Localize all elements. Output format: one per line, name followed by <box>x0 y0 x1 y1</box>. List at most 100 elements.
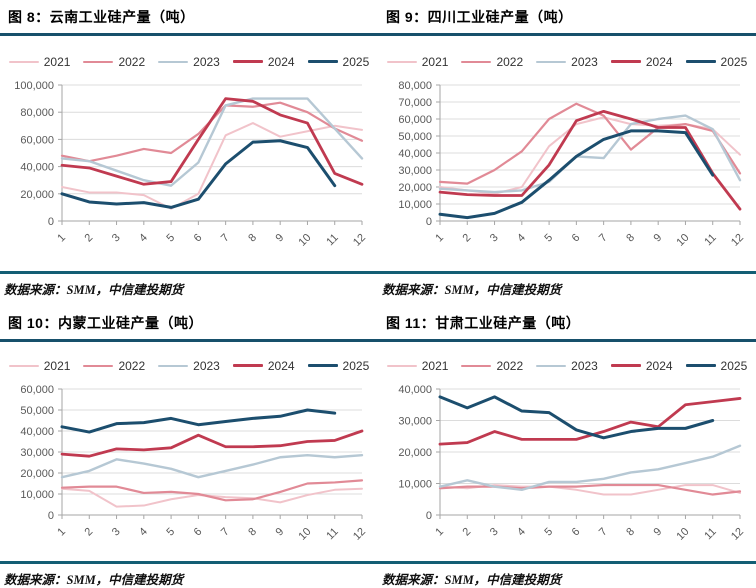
svg-text:80,000: 80,000 <box>398 80 432 92</box>
series-line-2025 <box>60 408 337 434</box>
svg-text:50,000: 50,000 <box>398 131 432 143</box>
series-line-2024 <box>60 97 364 186</box>
series-line-2023 <box>438 444 742 492</box>
legend-item-2021: 2021 <box>386 358 449 373</box>
svg-text:3: 3 <box>110 232 123 245</box>
figure-title: 图 10：内蒙工业硅产量（吨） <box>8 315 203 331</box>
svg-text:20,000: 20,000 <box>20 468 54 480</box>
legend-label: 2024 <box>645 54 673 69</box>
legend-label: 2022 <box>496 358 524 373</box>
legend-line-swatch <box>685 364 716 367</box>
separator <box>0 271 756 274</box>
source-note: 数据来源：SMM，中信建投期货 <box>4 283 184 297</box>
figure-title: 图 11：甘肃工业硅产量（吨） <box>386 315 581 331</box>
figure-panel-sichuan: 图 9：四川工业硅产量（吨） 2021 2022 2023 2024 2025 0 10,… <box>378 0 756 259</box>
series-line-2023 <box>60 97 364 187</box>
legend-item-2025: 2025 <box>685 358 748 373</box>
svg-text:11: 11 <box>702 232 719 249</box>
svg-text:0: 0 <box>426 216 432 228</box>
legend-label: 2021 <box>421 358 449 373</box>
legend-line-swatch <box>83 364 114 367</box>
legend: 2021 2022 2023 2024 2025 <box>0 358 378 373</box>
legend-item-2021: 2021 <box>8 359 70 373</box>
svg-text:7: 7 <box>597 526 610 539</box>
legend-label: 2025 <box>342 54 370 69</box>
legend-line-swatch <box>158 60 189 63</box>
separator <box>0 561 756 564</box>
top-row: 图 8：云南工业硅产量（吨） 2021 2022 2023 2024 2025 0 20,… <box>0 0 756 259</box>
legend-line-swatch <box>83 60 114 63</box>
title-rule <box>0 33 378 36</box>
legend-line-swatch <box>610 60 641 63</box>
svg-text:1: 1 <box>433 232 446 245</box>
svg-text:10: 10 <box>674 526 691 543</box>
svg-text:2: 2 <box>83 232 96 245</box>
legend-label: 2025 <box>720 358 748 373</box>
legend-line-swatch <box>386 60 417 63</box>
series-line-2023 <box>60 453 364 479</box>
legend-item-2024: 2024 <box>610 358 673 373</box>
svg-text:0: 0 <box>48 216 54 228</box>
svg-text:7: 7 <box>219 232 232 245</box>
svg-text:100,000: 100,000 <box>14 80 54 92</box>
svg-text:4: 4 <box>137 232 150 245</box>
legend-line-swatch <box>461 60 492 63</box>
legend-line-swatch <box>536 364 567 367</box>
title-rule <box>0 339 378 342</box>
legend-label: 2024 <box>645 358 673 373</box>
figure-panel-yunnan: 图 8：云南工业硅产量（吨） 2021 2022 2023 2024 2025 0 20,… <box>0 0 378 259</box>
series-line-2021 <box>439 116 741 195</box>
svg-text:1: 1 <box>55 232 68 245</box>
svg-text:50,000: 50,000 <box>20 405 54 417</box>
svg-text:7: 7 <box>219 526 232 539</box>
svg-text:9: 9 <box>273 232 286 245</box>
figure-title: 图 8：云南工业硅产量（吨） <box>8 9 195 25</box>
svg-text:8: 8 <box>624 232 637 245</box>
legend-label: 2024 <box>267 358 295 373</box>
legend-line-swatch <box>232 60 263 63</box>
svg-text:4: 4 <box>515 526 528 539</box>
legend-line-swatch <box>8 60 39 63</box>
series-line-2024 <box>438 397 742 446</box>
legend-line-swatch <box>307 364 338 367</box>
legend-line-swatch <box>307 60 338 63</box>
svg-text:20,000: 20,000 <box>398 182 432 194</box>
svg-text:5: 5 <box>164 526 177 539</box>
legend-item-2024: 2024 <box>232 55 295 69</box>
legend-label: 2021 <box>421 54 449 69</box>
source-note: 数据来源：SMM，中信建投期货 <box>4 573 184 587</box>
legend: 2021 2022 2023 2024 2025 <box>378 358 756 373</box>
legend-item-2022: 2022 <box>83 359 145 373</box>
svg-text:6: 6 <box>570 232 583 245</box>
legend-line-swatch <box>461 364 492 367</box>
legend-item-2023: 2023 <box>536 55 598 69</box>
svg-text:20,000: 20,000 <box>398 447 432 459</box>
svg-text:2: 2 <box>461 526 474 539</box>
legend: 2021 2022 2023 2024 2025 <box>0 54 378 69</box>
svg-text:5: 5 <box>164 232 177 245</box>
legend-label: 2022 <box>118 358 146 373</box>
figure-panel-neimeng: 图 10：内蒙工业硅产量（吨） 2021 2022 2023 2024 2025 0 10… <box>0 298 378 553</box>
svg-text:11: 11 <box>324 526 341 543</box>
svg-text:6: 6 <box>192 526 205 539</box>
legend-line-swatch <box>158 364 189 367</box>
legend-item-2024: 2024 <box>232 358 295 373</box>
svg-text:3: 3 <box>110 526 123 539</box>
svg-text:1: 1 <box>433 526 446 539</box>
svg-text:7: 7 <box>597 232 610 245</box>
svg-text:9: 9 <box>651 232 664 245</box>
svg-text:1: 1 <box>55 526 68 539</box>
series-line-2025 <box>438 395 715 440</box>
source-note: 数据来源：SMM，中信建投期货 <box>382 573 562 587</box>
series-line-2025 <box>60 139 337 209</box>
svg-text:8: 8 <box>246 526 259 539</box>
figure-panel-gansu: 图 11：甘肃工业硅产量（吨） 2021 2022 2023 2024 2025 0 10… <box>378 298 756 553</box>
svg-text:2: 2 <box>83 526 96 539</box>
source-note: 数据来源：SMM，中信建投期货 <box>382 283 562 297</box>
legend-label: 2022 <box>496 54 524 69</box>
svg-text:10: 10 <box>296 232 313 249</box>
svg-text:5: 5 <box>542 526 555 539</box>
series-line-2023 <box>438 114 742 194</box>
